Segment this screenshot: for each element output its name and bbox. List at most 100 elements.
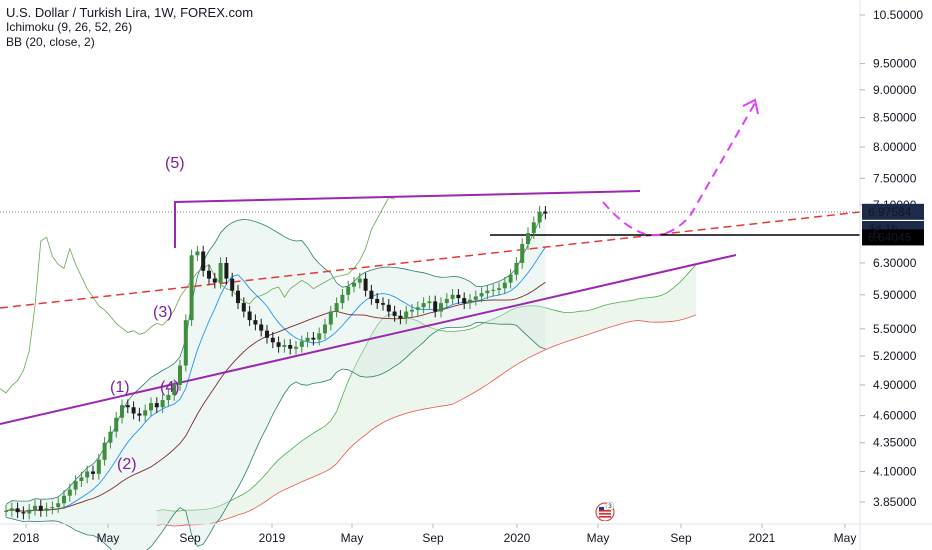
candle-body [398,315,403,319]
candle-body [346,286,351,295]
candle-body [450,294,455,299]
candle-body [183,320,188,366]
x-tick-label: Sep [670,531,692,545]
candle-body [253,320,258,325]
time-axis[interactable]: 2018 May Sep 2019 May Sep 2020 May Sep 2021 May [0,523,932,545]
candle-body [468,299,472,304]
svg-text:3: 3 [608,504,612,510]
x-tick-label: Sep [422,531,444,545]
candle-body [421,303,426,308]
y-tick-label: 5.90000 [873,288,917,302]
symbol-title: U.S. Dollar / Turkish Lira, 1W, FOREX.co… [6,5,254,20]
y-tick-label: 4.60000 [873,409,917,423]
candle-body [270,337,275,343]
candle-body [485,290,490,294]
bb-label: BB (20, close, 2) [6,35,95,49]
candle-body [108,431,113,443]
candle-body [294,346,298,349]
candlesticks [4,206,548,520]
kijun-line [5,281,546,512]
candle-body [143,410,148,416]
candle-body [381,303,385,305]
cloud-fill [156,264,697,526]
ichimoku-label: Ichimoku (9, 26, 52, 26) [6,20,133,34]
lower-trendline [0,254,737,425]
candle-body [543,211,548,214]
y-tick-label: 5.50000 [873,322,917,336]
candle-body [50,507,55,509]
x-tick-label: 2021 [749,531,776,545]
bb-fill [6,210,546,550]
upper-trendline [174,190,641,248]
candle-body [520,244,525,263]
candle-body [427,301,432,304]
candle-body [56,503,61,508]
wave-label: (4) [160,379,180,396]
candle-body [508,274,513,283]
candle-body [276,342,281,347]
candle-body [404,311,409,319]
flag-badge-icon[interactable]: 3 [595,501,615,521]
wave-labels: (5) (3) (1) (4) (2) [110,155,185,473]
candle-body [305,337,310,342]
y-tick-label: 4.90000 [873,378,917,392]
candle-body [218,262,223,283]
price-axis[interactable]: 10.50000 9.50000 9.00000 8.50000 8.00000 7.50… [859,0,924,550]
candle-body [502,282,507,289]
ichimoku-lines [0,197,546,512]
x-tick-label: Sep [179,531,201,545]
candle-body [311,337,316,340]
candle-body [392,311,397,316]
candle-body [415,307,420,310]
bb-upper [5,209,546,505]
candle-body [317,333,322,340]
wave-label: (3) [153,304,173,321]
chart-legend: U.S. Dollar / Turkish Lira, 1W, FOREX.co… [6,5,253,50]
candle-body [410,309,414,312]
candle-body [537,211,542,223]
x-tick-label: May [834,531,857,545]
candle-body [473,296,478,300]
candle-body [73,481,78,490]
projection-arrow-head [742,98,759,115]
y-tick-label: 3.85000 [873,495,917,509]
candle-body [236,290,240,304]
x-tick-label: May [341,531,364,545]
candle-body [195,251,200,256]
candle-body [120,405,124,418]
x-tick-label: 2018 [13,531,40,545]
projection-path [602,98,759,237]
candle-body [334,303,339,312]
span-b-line [156,314,697,527]
candle-body [433,301,438,312]
candle-body [531,222,536,234]
candle-body [288,345,293,349]
candle-body [201,251,206,271]
candle-body [328,311,333,325]
candle-body [514,262,519,275]
candle-body [259,324,264,331]
candle-body [102,442,107,460]
y-tick-label: 5.20000 [873,349,917,363]
candle-body [456,294,461,299]
candle-body [21,512,26,514]
x-tick-label: May [587,531,610,545]
y-tick-label: 4.35000 [873,436,917,450]
candle-body [369,290,374,299]
candle-body [62,495,66,504]
candle-body [247,311,252,321]
price-tag [862,229,924,246]
candle-body [526,233,530,245]
tenkan-line [5,247,546,512]
price-tag [862,203,924,220]
candle-body [491,289,496,291]
x-tick-label: 2020 [504,531,531,545]
candle-body [125,405,130,408]
candle-body [27,509,32,514]
price-tag-label: 6.97584 [868,205,912,219]
red-dashed-trendline [0,211,861,309]
candle-body [91,471,95,474]
x-tick-label: May [97,531,120,545]
candle-body [340,294,345,304]
